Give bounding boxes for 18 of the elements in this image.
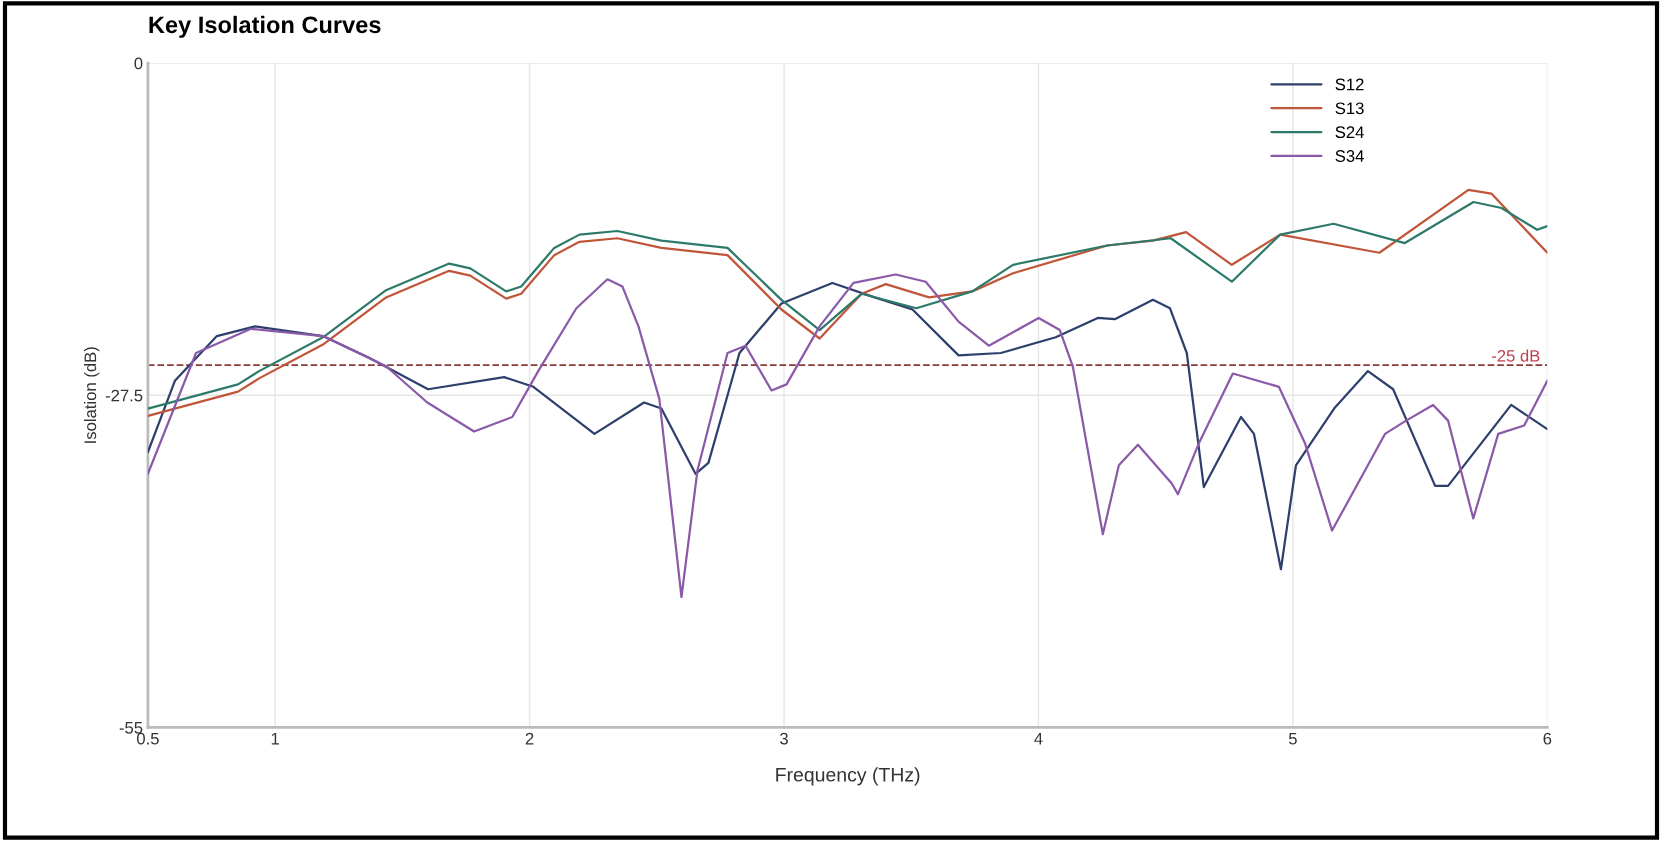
legend-label: S24 [1335, 126, 1364, 139]
y-tick-label: -27.5 [105, 389, 143, 402]
legend-label: S34 [1335, 150, 1364, 162]
x-tick-label: 1 [271, 732, 279, 745]
legend-label: S12 [1335, 78, 1364, 91]
chart-title: Key Isolation Curves [149, 15, 381, 38]
y-tick-label: 0 [134, 57, 143, 70]
x-tick-label: 2 [525, 732, 534, 745]
x-axis-title: Frequency (THz) [776, 767, 920, 786]
legend-label: S13 [1335, 102, 1364, 115]
y-axis-title: Isolation (dB) [83, 347, 100, 443]
ref-line-label: -25 dB [1491, 349, 1540, 362]
x-tick-label: 0.5 [136, 732, 159, 745]
y-tick-label: -55 [119, 722, 143, 734]
x-tick-label: 4 [1034, 732, 1043, 745]
x-tick-label: 6 [1543, 732, 1552, 745]
x-tick-label: 3 [780, 732, 788, 745]
x-tick-label: 5 [1288, 732, 1297, 745]
